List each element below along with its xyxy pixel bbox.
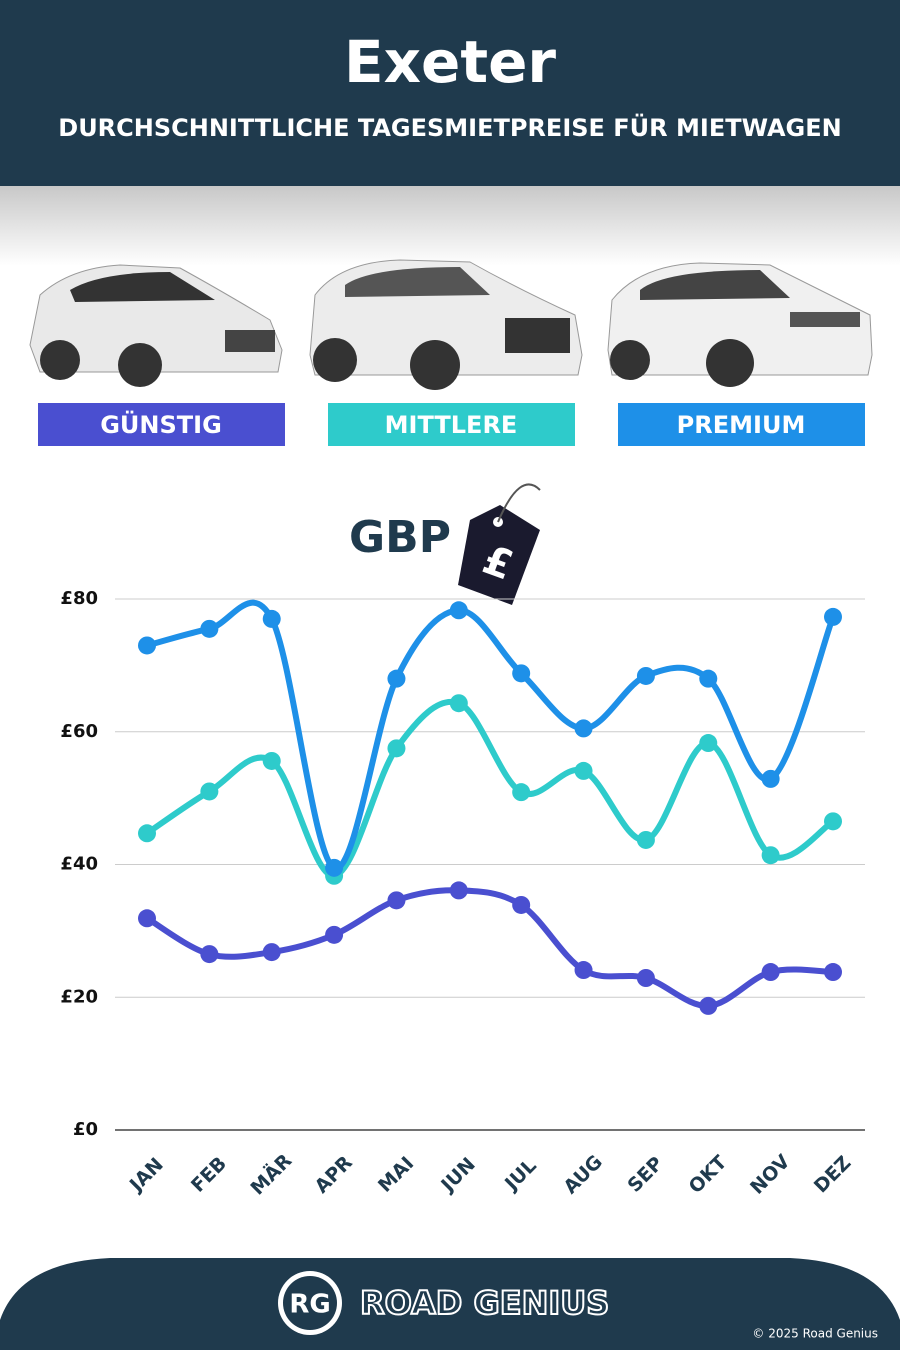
x-tick-label: MÄR — [245, 1148, 296, 1199]
x-tick-label: APR — [311, 1151, 357, 1197]
data-point — [699, 734, 718, 753]
data-point — [200, 945, 219, 964]
data-point — [824, 812, 842, 831]
legend-swatch — [618, 403, 865, 446]
data-point — [325, 858, 344, 877]
x-tick-label: OKT — [685, 1151, 732, 1198]
y-tick-label: £20 — [60, 986, 98, 1007]
car-premium — [607, 262, 873, 387]
data-point — [387, 891, 406, 910]
x-tick-label: JUN — [436, 1153, 480, 1197]
legend-swatch — [328, 403, 575, 446]
x-tick-label: MAI — [374, 1152, 418, 1196]
logo-text: RG — [289, 1290, 330, 1320]
data-point — [138, 824, 156, 843]
data-point — [387, 739, 406, 758]
chart-subtitle: DURCHSCHNITTLICHE TAGESMIETPREISE FÜR MI… — [58, 112, 841, 142]
y-tick-label: £60 — [60, 721, 98, 742]
copyright: © 2025 Road Genius — [752, 1327, 878, 1341]
data-point — [824, 607, 842, 626]
car-suv — [309, 259, 583, 390]
x-tick-label: JUL — [499, 1155, 540, 1196]
data-point — [325, 925, 344, 944]
footer-bg — [0, 1258, 900, 1350]
series-line — [144, 887, 836, 1009]
data-point — [138, 636, 156, 655]
data-point — [699, 669, 718, 688]
y-tick-label: £40 — [60, 854, 98, 875]
data-point — [449, 601, 468, 620]
data-point — [636, 666, 655, 685]
car-compact — [29, 264, 283, 387]
data-point — [761, 846, 780, 865]
price-tag-icon: £ — [458, 483, 541, 605]
data-point — [574, 761, 593, 780]
y-tick-label: £80 — [60, 588, 98, 609]
series-line — [144, 698, 836, 879]
chart-title: Exeter — [344, 28, 556, 96]
data-point — [262, 943, 281, 962]
data-point — [824, 963, 842, 982]
data-point — [449, 881, 468, 900]
data-point — [512, 783, 531, 802]
series-line — [144, 599, 836, 871]
x-tick-label: SEP — [623, 1152, 667, 1196]
x-tick-label: AUG — [559, 1151, 606, 1198]
data-point — [138, 909, 156, 928]
data-point — [200, 619, 219, 638]
header-shadow — [0, 186, 900, 266]
data-point — [574, 961, 593, 980]
x-tick-label: FEB — [187, 1153, 231, 1197]
data-point — [636, 830, 655, 849]
data-point — [449, 694, 468, 713]
data-point — [761, 769, 780, 788]
x-tick-label: NOV — [746, 1150, 794, 1198]
data-point — [574, 719, 593, 738]
legend-swatch — [38, 403, 285, 446]
unit-label: GBP — [349, 512, 451, 563]
header-bg — [0, 0, 900, 186]
legend-label: MITTLERE — [385, 411, 518, 439]
x-tick-label: JAN — [124, 1154, 168, 1198]
legend-label: PREMIUM — [677, 411, 806, 439]
x-tick-label: DEZ — [810, 1152, 856, 1198]
brand-name: ROAD GENIUS — [360, 1284, 609, 1322]
y-tick-label: £0 — [73, 1119, 98, 1140]
data-point — [262, 751, 281, 770]
data-point — [636, 969, 655, 988]
data-point — [512, 664, 531, 683]
data-point — [262, 609, 281, 628]
data-point — [200, 782, 219, 801]
data-point — [699, 996, 718, 1015]
data-point — [387, 669, 406, 688]
legend-label: GÜNSTIG — [100, 409, 222, 439]
data-point — [761, 963, 780, 982]
logo-inner — [283, 1276, 337, 1330]
data-point — [512, 895, 531, 914]
